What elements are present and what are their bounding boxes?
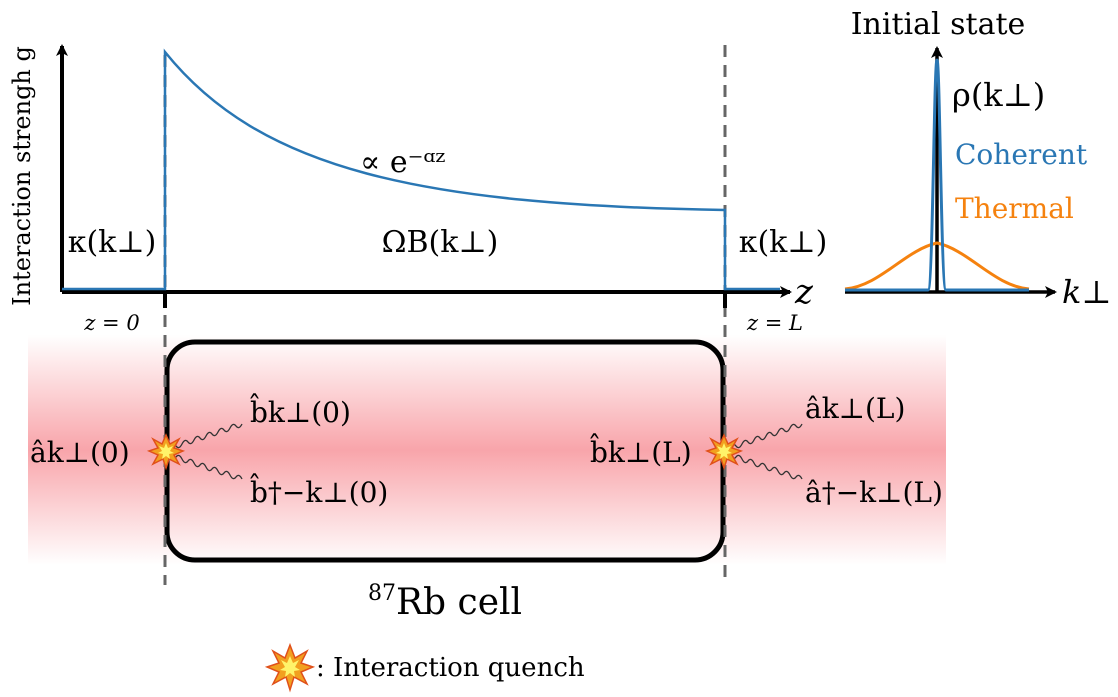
wave-left-bottom (169, 454, 243, 480)
cell-label-text: Rb cell (396, 582, 522, 623)
inset-x-label: k⊥ (1062, 273, 1111, 311)
mode-b-out-top: b̂k⊥(0) (249, 394, 350, 429)
mode-a-out-bottom: â†−k⊥(L) (805, 476, 943, 509)
thermal-curve (844, 241, 1030, 291)
interaction-curve (62, 48, 780, 291)
boundary-label-right: z = L (746, 311, 803, 335)
cell-label-isotope: 87 (368, 581, 396, 606)
wave-right-top (729, 423, 803, 449)
boundary-label-left: z = 0 (83, 311, 139, 335)
mode-b-in: b̂k⊥(L) (589, 434, 691, 469)
y-axis-label: Interaction strengh g (8, 46, 36, 306)
wave-left-top (169, 423, 243, 449)
explosion-icon (704, 433, 744, 471)
explosion-icon (264, 642, 316, 693)
mode-a-out-top: âk⊥(L) (805, 392, 905, 425)
legend-coherent: Coherent (955, 138, 1088, 171)
region-left-label: κ(k⊥) (68, 225, 157, 260)
legend-label: : Interaction quench (316, 653, 585, 683)
coherent-curve (845, 58, 1029, 292)
wave-right-bottom (729, 454, 803, 480)
mode-a-in: âk⊥(0) (30, 436, 130, 469)
curve-annotation: ∝ e⁻ᵅᶻ (360, 145, 445, 180)
inset-title: Initial state (851, 7, 1026, 42)
inset-y-label: ρ(k⊥) (952, 76, 1045, 114)
region-right-label: κ(k⊥) (739, 225, 828, 260)
mode-b-out-bottom: b̂†−k⊥(0) (249, 474, 388, 509)
region-middle-label: ΩB(k⊥) (382, 225, 499, 260)
legend-thermal: Thermal (955, 192, 1074, 225)
cell-label: 87Rb cell (368, 581, 522, 623)
x-axis-label: z (794, 272, 814, 312)
explosion-icon (146, 433, 186, 471)
